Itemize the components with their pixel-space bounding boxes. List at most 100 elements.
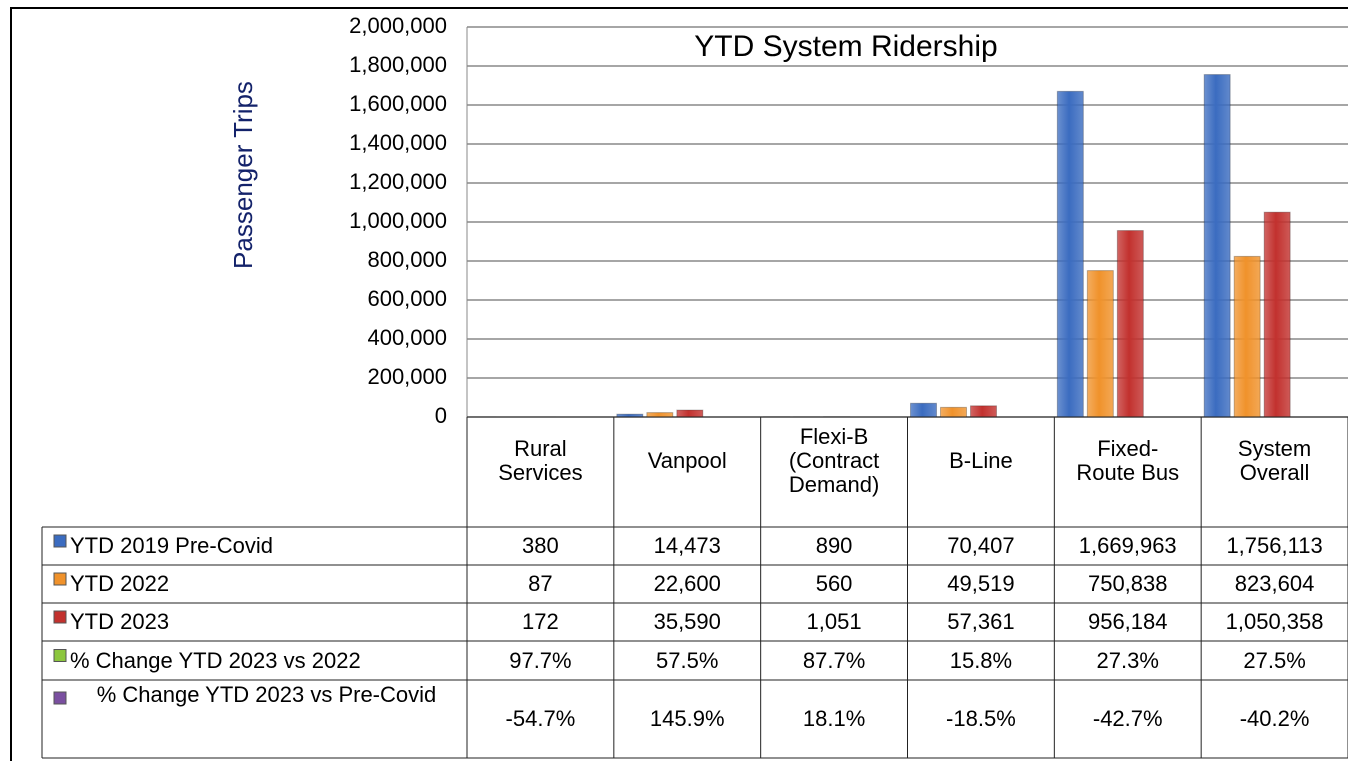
table-cell-box: 97.7% [509,647,572,673]
table-cell: 823,604 [1234,571,1315,596]
table-cell-box: 823,604 [1234,571,1315,596]
table-cell-box: 560 [815,571,853,596]
bar [1203,74,1231,418]
table-cell: 27.3% [1096,647,1159,673]
table-cell: 1,051 [806,609,862,634]
y-tick-label: 1,800,000 [349,52,447,77]
table-cell: 97.7% [509,647,572,673]
table-cell-box: 18.1% [802,706,866,731]
table-cell: -54.7% [505,706,576,731]
table-cell-box: 70,407 [947,533,1015,558]
category-label: Fixed-Route Bus [1076,436,1180,485]
table-cell-box: 27.3% [1096,647,1159,673]
y-tick-label: 1,200,000 [349,169,447,194]
category-label: Vanpool [647,448,727,473]
y-tick-label: 0 [435,403,447,428]
table-cell-box: 956,184 [1087,609,1168,634]
row-label-box: YTD 2022 [70,571,170,596]
table-cell: 87.7% [802,647,866,673]
table-cell: -42.7% [1092,706,1163,731]
row-label: % Change YTD 2023 vs 2022 [70,647,361,673]
row-label-box: YTD 2023 [70,609,170,634]
table-cell-box: 87.7% [802,647,866,673]
bar [910,402,937,418]
category-label: B-Line [949,448,1013,473]
table-cell-box: 57,361 [947,610,1014,634]
table-cell-box: 14,473 [653,533,721,558]
table-cell-box: -54.7% [505,706,576,731]
category-label-box: Rural Services [498,436,583,485]
table-cell: 956,184 [1087,609,1168,634]
table-cell: 1,050,358 [1225,609,1324,634]
legend-key [53,649,67,662]
bar [940,406,967,418]
table-cell-box: 1,756,113 [1226,533,1323,558]
table-cell: -18.5% [946,706,1016,731]
category-label: Rural Services [498,436,583,485]
table-cell: 70,407 [947,533,1015,558]
bar [646,412,674,418]
table-cell-box: 145.9% [649,706,725,731]
table-cell-box: 87 [528,572,552,596]
y-tick-label: 200,000 [367,364,447,389]
table-cell-box: 1,051 [806,609,862,634]
category-label: Flexi-B (Contract Demand) [788,424,880,497]
table-cell: 22,600 [653,571,721,596]
y-tick-label: 1,600,000 [349,91,447,116]
table-cell-box: -40.2% [1239,706,1310,731]
category-label-box: Flexi-B (Contract Demand) [788,424,880,497]
table-cell-box: 49,519 [947,572,1014,596]
y-tick-label: 600,000 [367,286,447,311]
table-cell-box: -18.5% [946,706,1016,731]
table-cell: 750,838 [1087,571,1168,596]
table-cell: 380 [522,533,559,558]
category-label-box: Fixed-Route Bus [1076,436,1180,485]
row-label-box: % Change YTD 2023 vs Pre-Covid [96,682,437,707]
legend-key [53,534,67,548]
table-cell: 27.5% [1243,647,1306,673]
row-label-box: % Change YTD 2023 vs 2022 [70,647,361,673]
y-tick-label: 2,000,000 [349,13,447,38]
table-cell-box: 172 [522,610,559,634]
y-tick-label: 1,000,000 [349,208,447,233]
category-label-box: System Overall [1238,437,1311,485]
bar [1116,230,1144,418]
row-label: YTD 2019 Pre-Covid [70,533,273,558]
legend-key [53,691,67,705]
chart-title: YTD System Ridership [694,30,997,63]
category-label-box: B-Line [949,448,1013,473]
legend-key [53,610,67,624]
row-label: YTD 2022 [70,571,170,596]
row-label: YTD 2023 [70,609,170,634]
bar [676,409,704,418]
table-cell-box: 22,600 [653,571,721,596]
table-cell: 15.8% [949,647,1013,673]
y-axis-label: Passenger Trips [228,81,258,269]
table-cell: 1,756,113 [1226,533,1323,558]
table-cell: 145.9% [649,706,725,731]
bar [1086,270,1114,418]
row-label: % Change YTD 2023 vs Pre-Covid [96,682,437,707]
table-cell-box: 57.5% [656,648,718,672]
bar [970,405,997,418]
table-cell: 18.1% [802,706,866,731]
y-tick-label: 800,000 [367,247,447,272]
table-cell-box: 1,050,358 [1225,609,1324,634]
table-cell: 890 [815,533,853,558]
legend-key [53,572,67,586]
table-cell: 14,473 [653,533,721,558]
y-tick-label: 1,400,000 [349,130,447,155]
table-cell-box: 35,590 [653,609,721,634]
table-cell-box: 380 [522,533,559,558]
table-cell-box: 15.8% [949,647,1013,673]
table-cell-box: 27.5% [1243,647,1306,673]
y-tick-label: 400,000 [367,325,447,350]
table-cell: 35,590 [653,609,721,634]
table-cell: -40.2% [1239,706,1310,731]
table-cell: 560 [815,571,853,596]
table-cell-box: 890 [815,533,853,558]
bar [1263,211,1291,418]
table-cell: 1,669,963 [1078,533,1177,558]
bar [1056,90,1084,418]
row-label-box: YTD 2019 Pre-Covid [70,533,273,558]
